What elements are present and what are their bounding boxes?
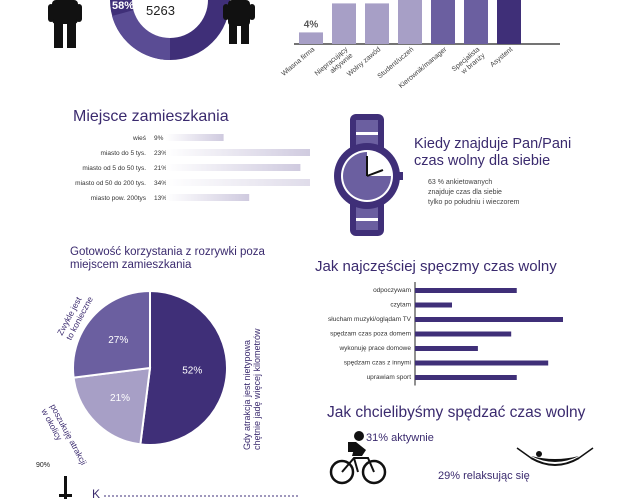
residence-category-label: miasto do 5 tys. bbox=[100, 150, 146, 157]
bottom-dots bbox=[104, 495, 300, 497]
free-time-bar bbox=[415, 331, 512, 337]
free-time-bar bbox=[415, 317, 563, 322]
residence-chart: wieś 9% miasto do 5 tys. 23% miasto od 5 do … bbox=[75, 134, 310, 202]
free-time-bar bbox=[415, 360, 549, 366]
free-time-category-label: wykonuję prace domowe bbox=[338, 345, 411, 352]
occupation-bar bbox=[497, 0, 521, 45]
free-time-bar bbox=[415, 346, 478, 351]
pie-value-label: 21% bbox=[110, 393, 130, 404]
free-time-bar bbox=[415, 302, 452, 308]
watch-caption-line: tylko po południu i wieczorem bbox=[428, 199, 520, 206]
pie-category-label: poszukuję atrakcjiw okolicy bbox=[40, 401, 89, 471]
occupation-category-label: Asystent bbox=[489, 46, 514, 69]
free-time-category-label: czytam bbox=[390, 302, 411, 309]
watch-title: Kiedy znajduje Pan/Pani czas wolny dla s… bbox=[414, 136, 572, 169]
pie-slice bbox=[72, 366, 152, 446]
watch-caption-line: znajduje czas dla siebie bbox=[428, 189, 502, 196]
residence-bar bbox=[166, 134, 224, 141]
occupation-category-label: Własna firma bbox=[280, 46, 316, 78]
occupation-value-label: 4% bbox=[304, 19, 319, 30]
free-time-title: Jak najczęściej spęczmy czas wolny bbox=[315, 258, 557, 275]
bottom-figure-icon bbox=[59, 476, 72, 499]
cyclist-icon bbox=[329, 431, 387, 485]
occupation-bar bbox=[299, 32, 323, 44]
occupation-bar bbox=[332, 3, 356, 44]
residence-bar bbox=[166, 164, 301, 171]
free-time-category-label: uprawiam sport bbox=[367, 374, 412, 381]
bottom-percent: 90% bbox=[36, 462, 51, 469]
free-time-category-label: spędzam czas poza domem bbox=[330, 331, 411, 338]
watch-caption-line: 63 % ankietowanych bbox=[428, 179, 493, 186]
pie-value-label: 52% bbox=[182, 366, 202, 377]
occupation-bar bbox=[464, 0, 488, 45]
person-left-icon bbox=[48, 0, 82, 48]
pie-value-label: 27% bbox=[108, 335, 128, 346]
hammock-icon bbox=[516, 447, 594, 466]
residence-category-label: wieś bbox=[132, 135, 147, 142]
residence-bar bbox=[166, 149, 310, 156]
pie-slice bbox=[139, 289, 228, 446]
occupation-bar bbox=[398, 0, 422, 45]
readiness-pie-chart: 52% 21% 27% Gdy atrakcja jest nietypowachęt… bbox=[40, 289, 262, 471]
free-time-bar bbox=[415, 375, 517, 380]
occupation-category-label: Specjalistaw branży bbox=[451, 46, 487, 80]
top-donut-area: 58% 5263 bbox=[48, 0, 255, 61]
occupation-bar bbox=[365, 3, 389, 44]
residence-value-label: 9% bbox=[154, 135, 164, 142]
wish-relax-label: 29% relaksując się bbox=[438, 470, 530, 482]
person-right-icon bbox=[223, 0, 255, 44]
donut-percent: 58% bbox=[112, 0, 134, 12]
free-time-chart: odpoczywam czytam słucham muzyki/oglądam T… bbox=[328, 282, 563, 386]
watch-caption: 63 % ankietowanych znajduje czas dla sie… bbox=[428, 178, 519, 208]
residence-value-label: 13% bbox=[154, 195, 167, 202]
residence-bar bbox=[166, 194, 250, 201]
wish-active-label: 31% aktywnie bbox=[366, 432, 434, 444]
free-time-category-label: spędzam czas z innymi bbox=[344, 360, 411, 367]
free-time-bar bbox=[415, 288, 517, 293]
occupation-chart: 4%Własna firmaNiepracującyaktywnieWolny … bbox=[280, 0, 560, 90]
residence-category-label: miasto od 50 do 200 tys. bbox=[75, 180, 146, 187]
residence-value-label: 34% bbox=[154, 180, 167, 187]
residence-bar bbox=[166, 179, 310, 186]
residence-title: Miejsce zamieszkania bbox=[73, 108, 229, 125]
wish-title: Jak chcielibyśmy spędzać czas wolny bbox=[327, 404, 586, 421]
gender-donut bbox=[110, 0, 230, 61]
free-time-category-label: odpoczywam bbox=[373, 287, 411, 294]
residence-category-label: miasto od 5 do 50 tys. bbox=[82, 165, 146, 172]
residence-category-label: miasto pow. 200tys bbox=[91, 195, 147, 202]
free-time-category-label: słucham muzyki/oglądam TV bbox=[328, 316, 412, 323]
pie-category-label: Gdy atrakcja jest nietypowachętnie jadę … bbox=[242, 328, 262, 450]
residence-value-label: 21% bbox=[154, 165, 167, 172]
residence-value-label: 23% bbox=[154, 150, 167, 157]
pie-slice bbox=[72, 289, 151, 379]
watch-icon bbox=[334, 114, 403, 236]
occupation-bar bbox=[431, 0, 455, 45]
occupation-category-label: Niepracującyaktywnie bbox=[314, 46, 355, 84]
bottom-caption: K bbox=[92, 487, 101, 501]
readiness-title: Gotowość korzystania z rozrywki poza mie… bbox=[70, 246, 265, 271]
donut-total: 5263 bbox=[146, 3, 175, 18]
